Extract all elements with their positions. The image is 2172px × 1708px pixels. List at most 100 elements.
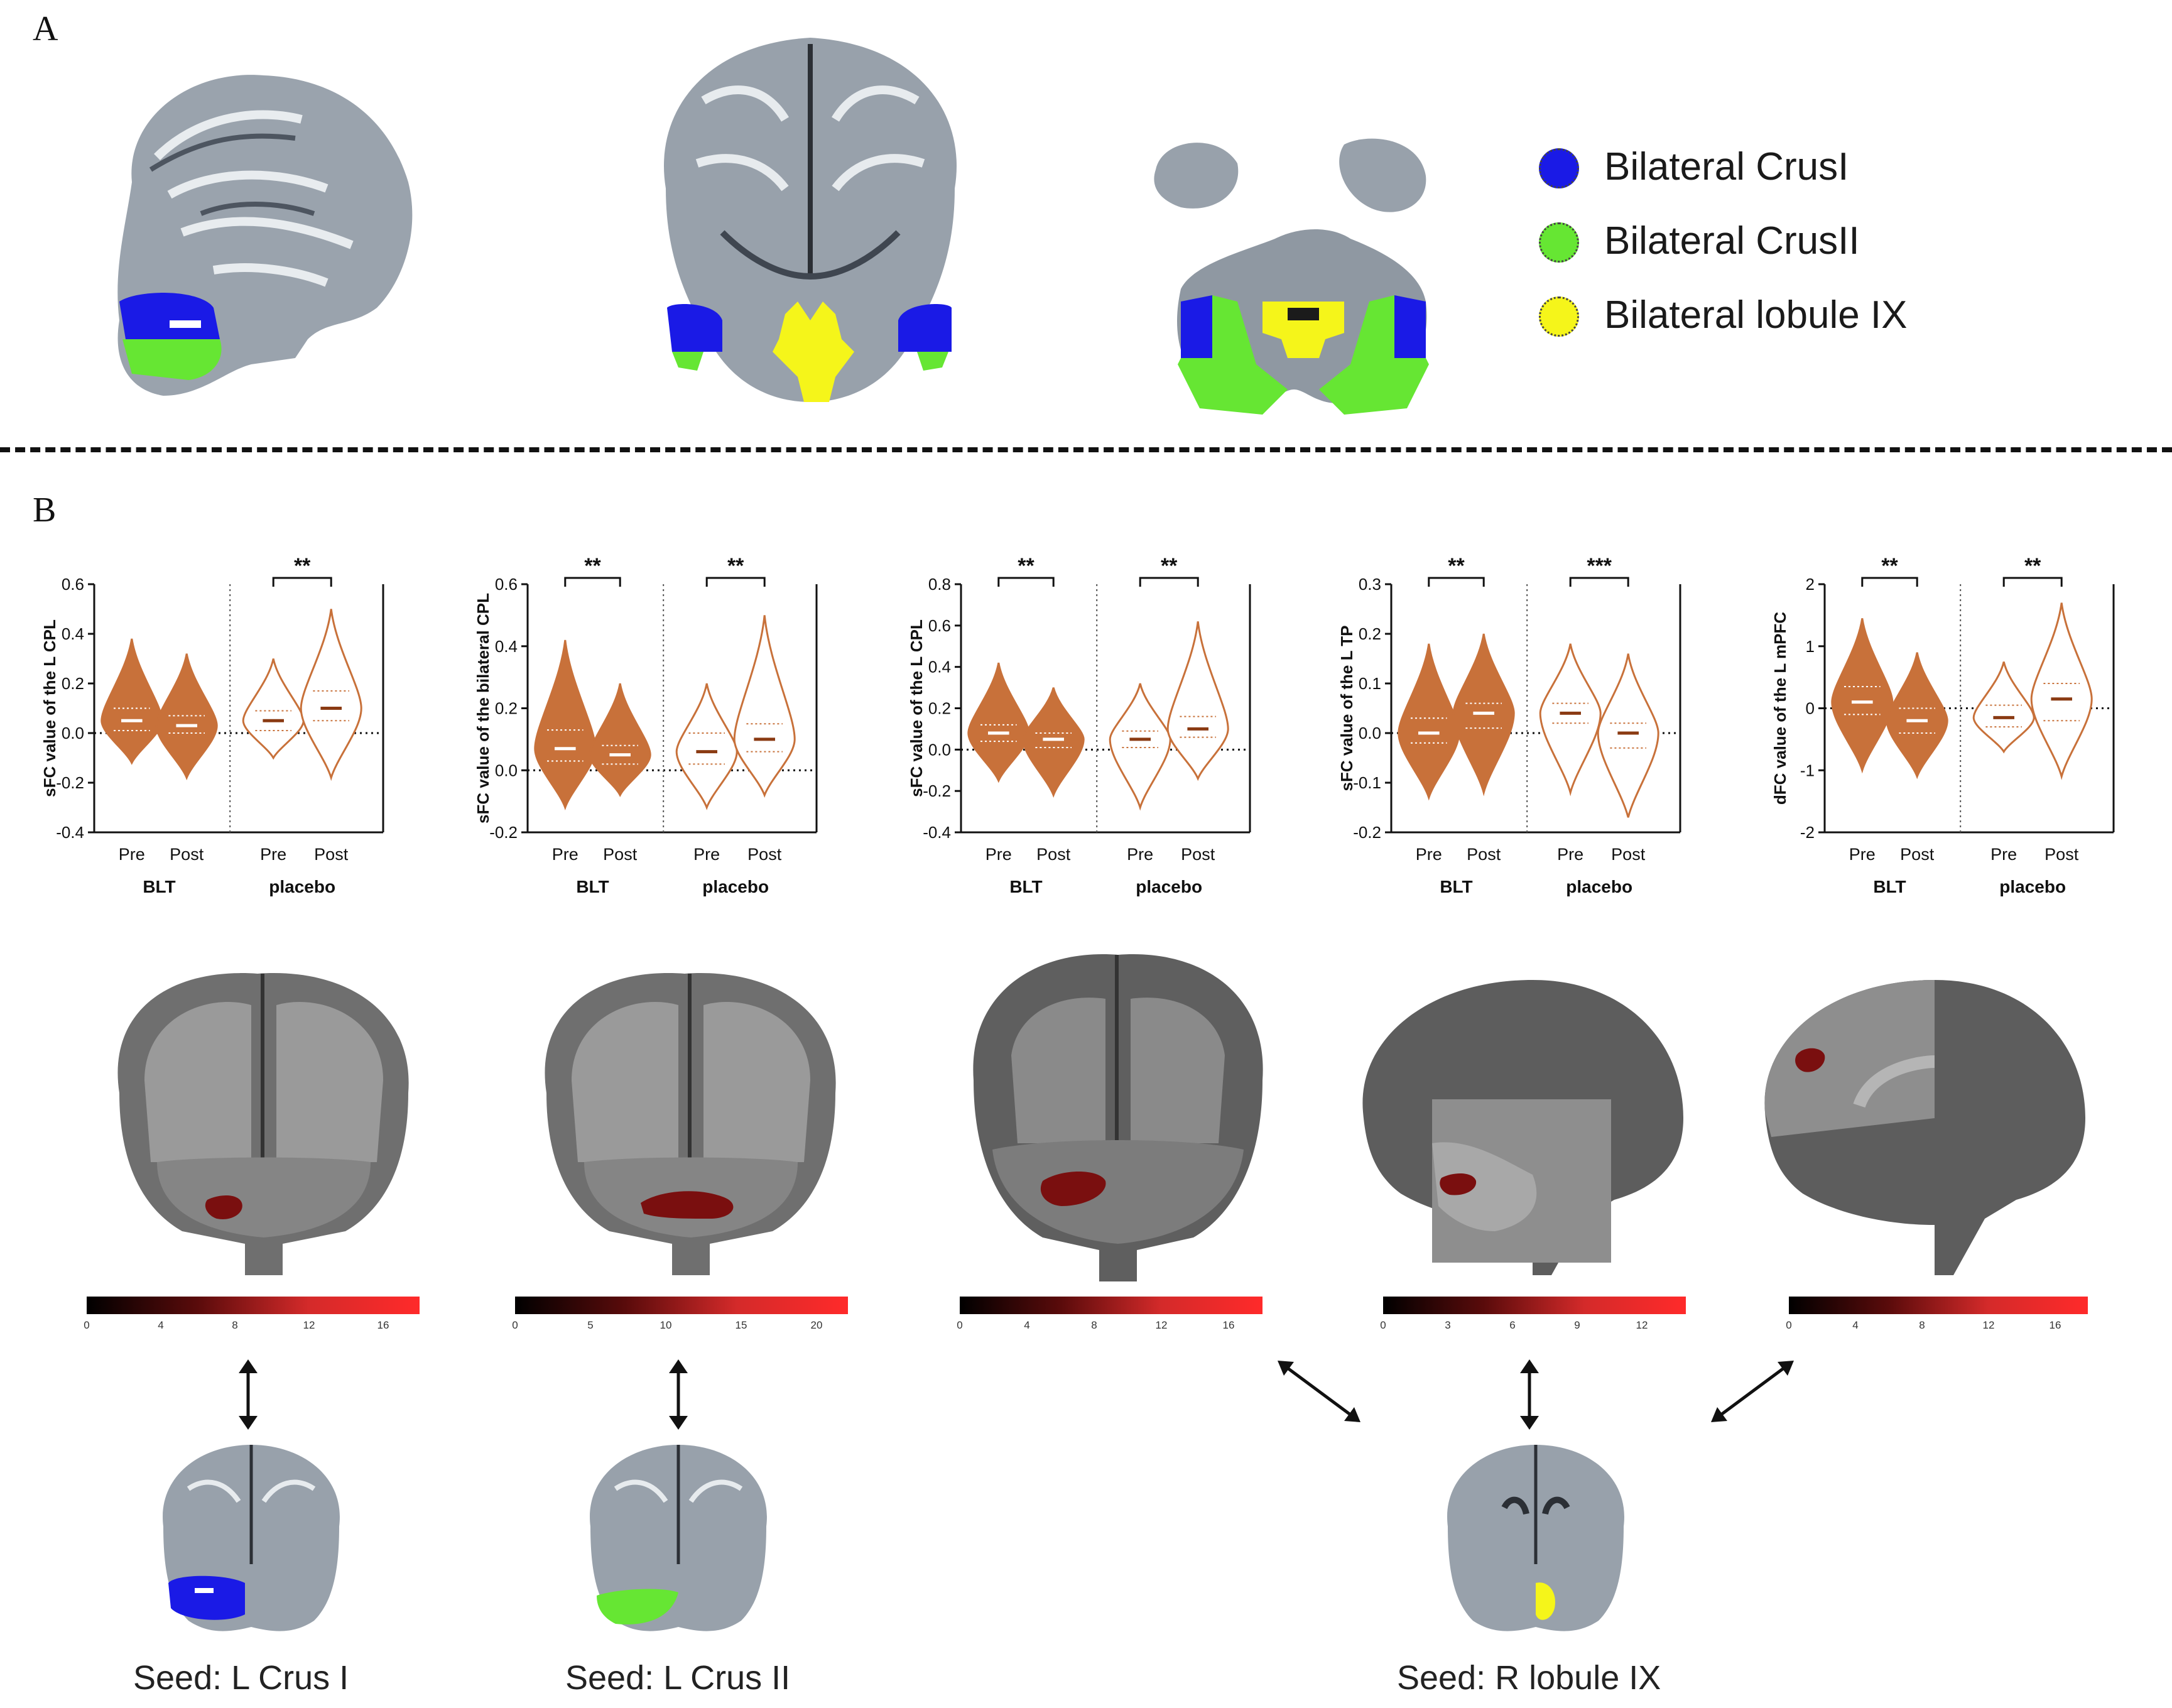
group-label: placebo xyxy=(1136,877,1202,896)
y-tick-label: -0.2 xyxy=(1353,823,1381,842)
y-tick-label: 0.3 xyxy=(1359,575,1381,594)
significance-bracket xyxy=(1861,577,1918,587)
colorbar-tick: 12 xyxy=(1155,1319,1168,1331)
group-label: placebo xyxy=(1999,877,2066,896)
seed-image-l-crus-ii xyxy=(590,1445,767,1631)
colorbar-tick: 8 xyxy=(1091,1319,1097,1331)
group-label: BLT xyxy=(1009,877,1042,896)
y-tick-label: 0.8 xyxy=(928,575,951,594)
y-tick-label: -0.2 xyxy=(489,823,518,842)
condition-label: Post xyxy=(1900,845,1935,864)
y-tick-label: -2 xyxy=(1800,823,1815,842)
colorbar-tick: 0 xyxy=(84,1319,90,1331)
significance-bracket xyxy=(705,577,766,587)
crus-ii-label: Bilateral CrusII xyxy=(1604,219,1860,263)
significance-marker: ** xyxy=(294,554,311,578)
section-divider xyxy=(0,447,2172,452)
condition-label: Pre xyxy=(260,845,286,864)
condition-label: Pre xyxy=(552,845,578,864)
condition-label: Post xyxy=(2044,845,2079,864)
violin-shape xyxy=(1022,687,1085,798)
lobule-ix-swatch xyxy=(1539,296,1579,337)
y-tick-label: 0.0 xyxy=(495,761,518,780)
brain-render-crus-i xyxy=(117,973,409,1275)
panel-b-label: B xyxy=(33,491,57,530)
violin-shape xyxy=(589,683,651,797)
violin-chart-4: -0.2 -0.1 0.0 0.1 0.2 0.3 sFC value of the L T… xyxy=(1337,554,1681,896)
significance-marker: ** xyxy=(1448,554,1465,578)
violin-shape xyxy=(1539,643,1602,797)
colorbar-tick: 4 xyxy=(1024,1319,1030,1331)
colorbar-gradient xyxy=(1383,1297,1686,1314)
condition-label: Pre xyxy=(986,845,1012,864)
crus-i-label: Bilateral CrusI xyxy=(1604,145,1849,188)
violin-shape xyxy=(1886,652,1948,780)
significance-bracket xyxy=(1569,577,1629,587)
significance-bracket xyxy=(997,577,1055,587)
significance-bracket xyxy=(2002,577,2063,587)
seed-label-l-crus-ii: Seed: L Crus II xyxy=(565,1659,791,1697)
violin-chart-5: -2 -1 0 1 2 dFC value of the L mPFC Pre Post Pre… xyxy=(1771,554,2115,896)
significance-bracket xyxy=(1139,577,1199,587)
group-label: BLT xyxy=(1873,877,1906,896)
violin-shape xyxy=(1831,618,1894,774)
colorbar-tick: 4 xyxy=(1852,1319,1859,1331)
violin-chart-3: -0.4 -0.2 0.0 0.2 0.4 0.6 0.8 sFC value of the … xyxy=(907,554,1251,896)
y-tick-label: -0.2 xyxy=(923,781,951,800)
colorbar-tick: 6 xyxy=(1509,1319,1516,1331)
condition-label: Pre xyxy=(1849,845,1876,864)
violin-shape xyxy=(1166,621,1229,781)
colorbar-3: 0 4 8 12 16 xyxy=(957,1297,1262,1353)
significance-marker: ** xyxy=(1018,554,1034,578)
brain-render-r-lobule-ix-temporal xyxy=(1362,980,1683,1275)
mri-coronal-slice xyxy=(663,38,957,402)
y-tick-label: 0.4 xyxy=(62,624,84,643)
violin-shape xyxy=(733,615,796,798)
y-tick-label: -0.4 xyxy=(56,823,84,842)
violin-shape xyxy=(300,609,362,781)
significance-marker: ** xyxy=(1881,554,1898,578)
colorbar-gradient xyxy=(515,1297,848,1314)
significance-marker: ** xyxy=(2024,554,2041,578)
brain-render-r-lobule-ix-medial xyxy=(1764,980,2085,1275)
seed-label-r-lobule-ix: Seed: R lobule IX xyxy=(1397,1659,1661,1697)
colorbar-tick: 0 xyxy=(1380,1319,1386,1331)
y-tick-label: -0.2 xyxy=(56,773,84,792)
significance-bracket xyxy=(564,577,621,587)
seed-image-l-crus-i xyxy=(163,1445,340,1631)
violin-shape xyxy=(1597,653,1659,818)
colorbar-tick: 16 xyxy=(377,1319,389,1331)
y-tick-label: -0.4 xyxy=(923,823,951,842)
y-axis-title: dFC value of the L mPFC xyxy=(1771,612,1789,805)
y-tick-label: 0.6 xyxy=(495,575,518,594)
colorbar-tick: 0 xyxy=(957,1319,963,1331)
colorbar-gradient xyxy=(1789,1297,2088,1314)
condition-label: Pre xyxy=(1416,845,1442,864)
significance-marker: *** xyxy=(1587,554,1612,578)
mri-sagittal-slice xyxy=(117,75,413,396)
group-label: BLT xyxy=(576,877,609,896)
legend: Bilateral CrusI Bilateral CrusII Bilater… xyxy=(1539,145,2029,356)
colorbar-2: 0 5 10 15 20 xyxy=(512,1297,848,1353)
condition-label: Post xyxy=(1467,845,1501,864)
y-tick-label: 1 xyxy=(1806,637,1815,656)
condition-label: Post xyxy=(170,845,204,864)
y-tick-label: 0.2 xyxy=(62,674,84,693)
colorbar-tick: 4 xyxy=(158,1319,164,1331)
group-label: BLT xyxy=(1440,877,1472,896)
violin-shape xyxy=(534,639,597,810)
violin-shape xyxy=(1109,683,1171,811)
colorbar-tick: 8 xyxy=(232,1319,238,1331)
group-label: BLT xyxy=(143,877,175,896)
y-tick-label: 2 xyxy=(1806,575,1815,594)
y-tick-label: 0.0 xyxy=(1359,724,1381,742)
y-tick-label: 0.2 xyxy=(1359,624,1381,643)
condition-label: Pre xyxy=(1990,845,2017,864)
y-tick-label: -1 xyxy=(1800,761,1815,780)
y-tick-label: 0.1 xyxy=(1359,674,1381,693)
colorbar-tick: 9 xyxy=(1574,1319,1580,1331)
colorbar-tick: 16 xyxy=(1222,1319,1235,1331)
y-tick-label: 0.6 xyxy=(928,616,951,635)
crus-ii-swatch xyxy=(1539,222,1579,263)
